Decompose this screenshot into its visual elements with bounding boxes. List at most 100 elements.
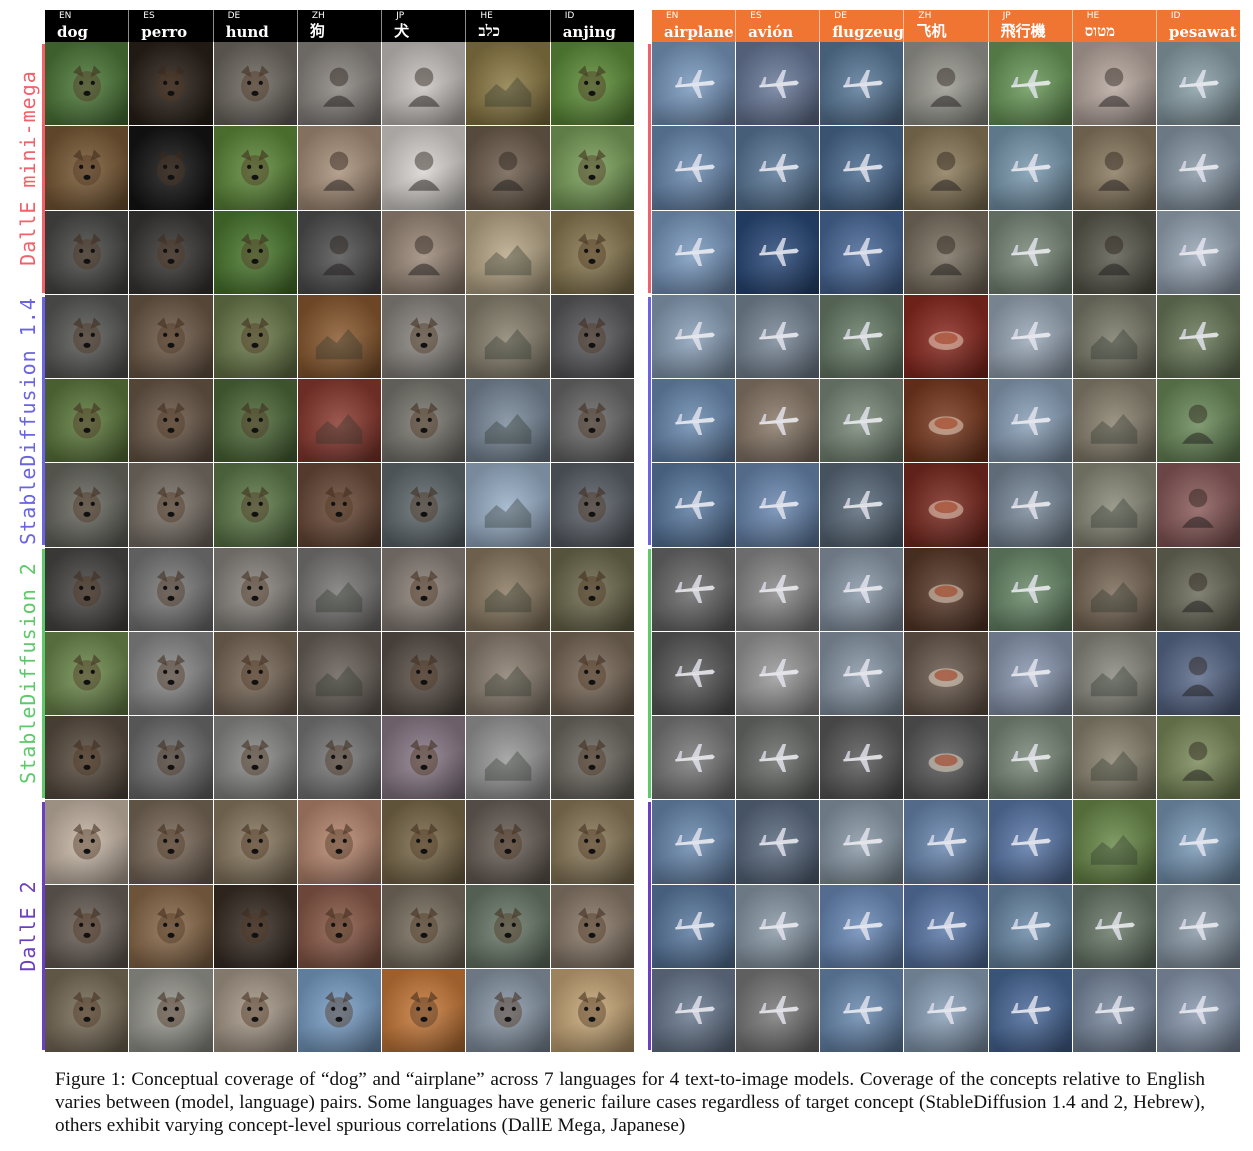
model-label: StableDiffusion 2 <box>16 562 40 785</box>
airplane-thumbnail-icon <box>928 752 964 772</box>
concept-word: flugzeug <box>832 23 905 41</box>
dog-image-tile <box>129 800 213 884</box>
airplane-thumbnail-icon <box>759 153 799 182</box>
dog-image-tile <box>382 210 466 294</box>
dog-thumbnail-icon <box>241 149 270 186</box>
dog-image-tile <box>45 968 129 1052</box>
airplane-image-tile <box>904 463 988 547</box>
airplane-image-tile <box>904 716 988 800</box>
dog-image-tile <box>129 294 213 378</box>
dog-thumbnail-icon <box>484 245 532 276</box>
airplane-language-header: EN airplane ES avión DE flugzeug ZH 飞机 JP 飛行機 HE מט… <box>652 10 1240 42</box>
dog-thumbnail-icon <box>72 317 101 354</box>
model-label: DallE mini-mega <box>16 70 40 267</box>
airplane-thumbnail-icon <box>1011 322 1052 351</box>
dog-image-tile <box>382 379 466 463</box>
column-header-he: HE כלב <box>466 10 551 42</box>
airplane-image-tile <box>1156 968 1240 1052</box>
airplane-image-tile <box>736 463 820 547</box>
airplane-image-tile <box>1072 210 1156 294</box>
airplane-thumbnail-icon <box>843 406 883 435</box>
dog-thumbnail-icon <box>484 329 532 360</box>
airplane-image-tile <box>820 210 904 294</box>
dog-thumbnail-icon <box>72 401 101 439</box>
dog-image-tile <box>550 379 634 463</box>
airplane-image-tile <box>820 968 904 1052</box>
airplane-thumbnail-icon <box>929 151 963 192</box>
dog-image-tile <box>45 379 129 463</box>
dog-image-tile <box>213 379 297 463</box>
airplane-image-tile <box>1156 294 1240 378</box>
airplane-thumbnail-icon <box>759 406 799 435</box>
airplane-image-tile <box>652 716 736 800</box>
model-separator-left <box>42 296 45 545</box>
figure-label: Figure 1: <box>55 1069 126 1090</box>
dog-image-tile <box>466 631 550 715</box>
airplane-thumbnail-icon <box>1179 238 1220 267</box>
dog-image-tile <box>129 547 213 631</box>
dog-image-tile <box>466 463 550 547</box>
concept-word: 狗 <box>309 22 325 40</box>
dog-thumbnail-icon <box>241 64 270 102</box>
airplane-thumbnail-icon <box>1179 69 1220 98</box>
airplane-image-tile <box>820 547 904 631</box>
airplane-thumbnail-icon <box>928 415 964 435</box>
concept-word: airplane <box>664 23 734 41</box>
airplane-image-tile <box>904 126 988 210</box>
airplane-thumbnail-icon <box>843 996 883 1025</box>
dog-image-tile <box>466 42 550 126</box>
dog-image-tile <box>297 42 382 126</box>
dog-thumbnail-icon <box>72 233 101 270</box>
dog-image-tile <box>213 716 297 800</box>
dog-image-tile <box>297 547 382 631</box>
dog-image-tile <box>466 379 550 463</box>
airplane-image-tile <box>736 631 820 715</box>
airplane-thumbnail-icon <box>674 659 715 688</box>
airplane-thumbnail-icon <box>1011 743 1052 772</box>
dog-thumbnail-icon <box>491 151 525 192</box>
airplane-image-tile <box>1072 42 1156 126</box>
dog-thumbnail-icon <box>578 317 607 354</box>
dog-thumbnail-icon <box>72 149 101 186</box>
column-header-id: ID pesawat <box>1156 10 1240 42</box>
language-code: ID <box>564 11 575 21</box>
dog-thumbnail-icon <box>409 991 438 1028</box>
airplane-image-tile <box>1072 884 1156 968</box>
airplane-thumbnail-icon <box>759 996 799 1025</box>
airplane-image-tile <box>652 547 736 631</box>
airplane-thumbnail-icon <box>843 490 883 519</box>
dog-image-tile <box>45 463 129 547</box>
dog-image-tile <box>550 884 634 968</box>
airplane-image-tile <box>736 968 820 1052</box>
dog-image-tile <box>297 631 382 715</box>
dog-thumbnail-icon <box>578 401 607 439</box>
airplane-image-tile <box>904 294 988 378</box>
airplane-image-tile <box>1072 800 1156 884</box>
dog-thumbnail-icon <box>409 401 438 439</box>
concept-word: avión <box>748 23 794 41</box>
dog-image-tile <box>550 968 634 1052</box>
airplane-thumbnail-icon <box>929 235 963 276</box>
dog-image-tile <box>297 800 382 884</box>
airplane-image-tile <box>820 379 904 463</box>
airplane-image-grid <box>652 42 1240 1052</box>
dog-image-tile <box>213 210 297 294</box>
airplane-image-tile <box>904 631 988 715</box>
dog-image-tile <box>382 884 466 968</box>
airplane-image-tile <box>988 631 1072 715</box>
dog-thumbnail-icon <box>323 151 356 192</box>
language-code: ZH <box>311 11 325 21</box>
airplane-thumbnail-icon <box>674 743 715 772</box>
dog-thumbnail-icon <box>484 76 532 107</box>
airplane-image-tile <box>820 463 904 547</box>
airplane-thumbnail-icon <box>843 743 883 772</box>
airplane-image-tile <box>988 884 1072 968</box>
dog-thumbnail-icon <box>409 738 438 776</box>
model-separator-left <box>42 801 45 1050</box>
dog-image-tile <box>45 716 129 800</box>
airplane-thumbnail-icon <box>674 406 715 435</box>
dog-thumbnail-icon <box>578 64 607 102</box>
language-code: HE <box>480 11 493 21</box>
dog-thumbnail-icon <box>156 654 185 691</box>
airplane-image-tile <box>652 210 736 294</box>
